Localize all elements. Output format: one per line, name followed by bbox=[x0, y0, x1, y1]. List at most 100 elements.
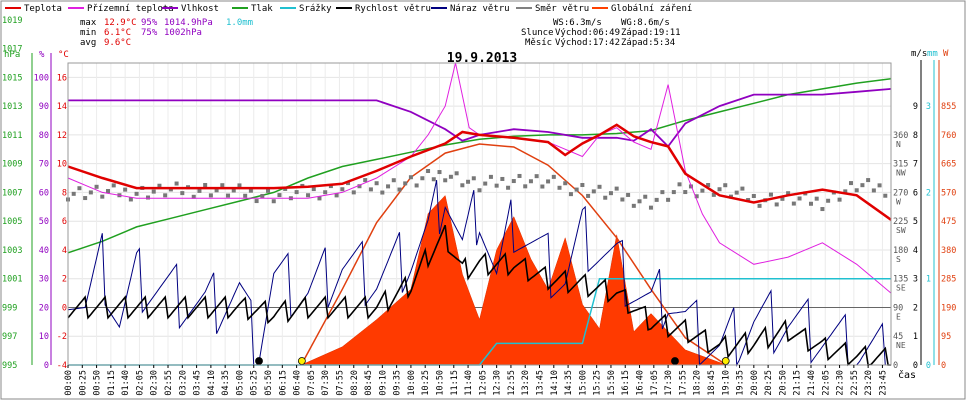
x-tick-label: 02:05 bbox=[135, 370, 145, 396]
x-tick-label: 03:45 bbox=[193, 370, 203, 396]
wind-direction-point bbox=[77, 186, 82, 191]
wind-direction-point bbox=[180, 191, 185, 196]
wind-direction-point bbox=[397, 187, 402, 192]
x-tick-label: 06:40 bbox=[293, 370, 303, 396]
wind-direction-point bbox=[260, 193, 265, 198]
wind-direction-point bbox=[597, 184, 602, 189]
x-tick-label: 21:40 bbox=[807, 370, 817, 396]
temp-tick: 10 bbox=[57, 160, 67, 170]
x-tick-label: 23:45 bbox=[878, 370, 888, 396]
wind-direction-point bbox=[848, 181, 853, 186]
wind-direction-point bbox=[437, 170, 442, 175]
wind-direction-point bbox=[631, 203, 636, 208]
wind-direction-point bbox=[220, 183, 225, 188]
wind-direction-point bbox=[757, 203, 762, 208]
wind-direction-point bbox=[483, 181, 488, 186]
info-text: Západ:5:34 bbox=[621, 38, 675, 48]
info-text: Východ:17:42 bbox=[555, 38, 620, 48]
info-text: WS:6.3m/s bbox=[553, 18, 602, 28]
wind-direction-point bbox=[214, 188, 219, 193]
dir-tick-label: N bbox=[896, 140, 901, 149]
wind-direction-point bbox=[591, 189, 596, 194]
dir-tick-label: S bbox=[896, 255, 901, 264]
dir-tick: 0 bbox=[893, 361, 898, 371]
w-tick: 760 bbox=[941, 131, 956, 141]
wind-direction-point bbox=[351, 190, 356, 195]
wind-direction-point bbox=[346, 181, 351, 186]
wind-direction-point bbox=[134, 191, 139, 196]
dir-tick-label: W bbox=[896, 197, 901, 206]
wind-direction-point bbox=[443, 178, 448, 183]
dir-tick: 270 bbox=[893, 188, 908, 198]
stats-value: 1.0mm bbox=[226, 18, 253, 28]
wind-direction-point bbox=[494, 183, 499, 188]
wind-direction-point bbox=[683, 190, 688, 195]
hpa-tick: 997 bbox=[2, 332, 17, 342]
wind-direction-point bbox=[408, 175, 413, 180]
info-block: WS:6.3m/s WG:8.6m/s Slunce Východ:06:49 Zápa… bbox=[521, 18, 681, 48]
wind-direction-point bbox=[866, 178, 871, 183]
w-tick: 475 bbox=[941, 217, 956, 227]
wind-direction-point bbox=[454, 171, 459, 176]
wind-direction-point bbox=[106, 189, 111, 194]
wind-direction-point bbox=[248, 188, 253, 193]
wind-direction-point bbox=[814, 196, 819, 201]
wind-direction-point bbox=[883, 193, 888, 198]
wind-direction-point bbox=[311, 187, 316, 192]
ms-axis-label: m/s bbox=[911, 49, 927, 59]
x-tick-label: 15:50 bbox=[607, 370, 617, 396]
wind-direction-point bbox=[843, 189, 848, 194]
wind-direction-point bbox=[826, 198, 831, 203]
x-axis: 00:00 00:25 00:50 01:15 01:40 02:05 02:30 02:55… bbox=[64, 365, 888, 396]
wind-direction-point bbox=[871, 188, 876, 193]
wind-direction-point bbox=[94, 184, 99, 189]
wind-gust-line bbox=[67, 179, 891, 367]
wind-direction-point bbox=[71, 191, 76, 196]
temp-axis-label: °C bbox=[58, 50, 69, 60]
wind-direction-point bbox=[694, 194, 699, 199]
wind-direction-point bbox=[700, 188, 705, 193]
ms-tick: 2 bbox=[913, 303, 918, 313]
x-tick-label: 07:05 bbox=[307, 370, 317, 396]
x-tick-label: 23:20 bbox=[864, 370, 874, 396]
x-tick-label: 21:15 bbox=[793, 370, 803, 396]
wind-direction-point bbox=[254, 199, 259, 204]
w-tick: 285 bbox=[941, 275, 956, 285]
x-tick-label: 18:20 bbox=[693, 370, 703, 396]
wind-direction-point bbox=[774, 202, 779, 207]
hpa-tick: 1001 bbox=[2, 275, 22, 285]
pct-tick: 40 bbox=[39, 246, 49, 256]
x-tick-label: 17:55 bbox=[678, 370, 688, 396]
wind-direction-point bbox=[471, 176, 476, 181]
x-tick-label: 19:35 bbox=[736, 370, 746, 396]
temp-tick: 0 bbox=[62, 303, 67, 313]
sun-moon-marker bbox=[297, 357, 306, 365]
ms-tick: 5 bbox=[913, 217, 918, 227]
hpa-tick: 1007 bbox=[2, 188, 22, 198]
legend-label: Přízemní teplota bbox=[87, 4, 174, 14]
wind-direction-point bbox=[466, 179, 471, 184]
temp-tick: 8 bbox=[62, 188, 67, 198]
wind-direction-point bbox=[711, 192, 716, 197]
x-tick-label: 10:25 bbox=[421, 370, 431, 396]
legend-label: Rychlost větru bbox=[355, 4, 431, 14]
w-tick: 570 bbox=[941, 188, 956, 198]
temp-tick: -4 bbox=[57, 361, 67, 371]
x-tick-label: 04:10 bbox=[207, 370, 217, 396]
stats-value: 75% bbox=[141, 28, 158, 38]
stats-value: 1014.9hPa bbox=[164, 18, 213, 28]
wind-direction-point bbox=[614, 186, 619, 191]
stats-value: max bbox=[80, 18, 97, 28]
wind-direction-point bbox=[723, 183, 728, 188]
wind-direction-point bbox=[557, 185, 562, 190]
x-tick-label: 05:25 bbox=[250, 370, 260, 396]
wind-direction-point bbox=[340, 187, 345, 192]
wind-direction-point bbox=[546, 179, 551, 184]
wind-direction-point bbox=[414, 183, 419, 188]
temp-tick: 14 bbox=[57, 102, 67, 112]
x-tick-label: 02:55 bbox=[164, 370, 174, 396]
hpa-tick: 999 bbox=[2, 303, 17, 313]
x-tick-label: 11:15 bbox=[450, 370, 460, 396]
wind-direction-point bbox=[808, 201, 813, 206]
